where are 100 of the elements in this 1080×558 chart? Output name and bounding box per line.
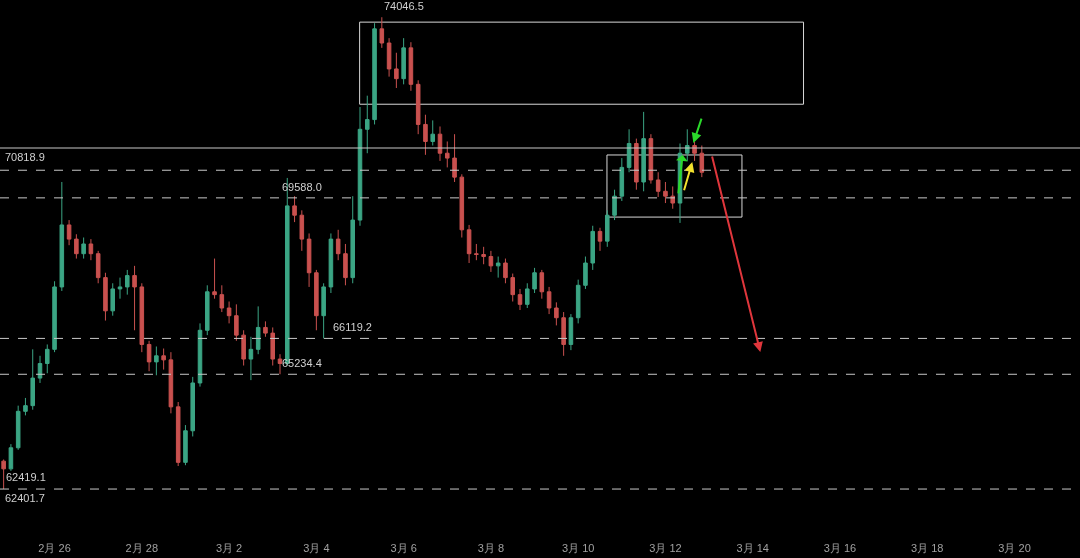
candlestick [495,256,501,279]
candlestick [328,232,334,294]
candlestick [321,282,326,339]
candlestick [364,95,370,154]
candlestick [139,282,145,353]
candlestick [204,284,210,336]
x-tick-label: 3月 4 [303,542,330,554]
candlestick [401,37,406,85]
candlestick [597,227,603,252]
candlestick [132,265,137,331]
candlestick [95,250,101,284]
candlestick [626,128,632,173]
candlestick [474,243,479,261]
candlestick [466,224,472,264]
candlestick [161,348,166,371]
candlestick [524,282,530,309]
candlestick [452,133,457,183]
ref-line-label: 62401.7 [5,492,45,504]
candlestick [234,303,239,342]
x-tick-label: 3月 10 [561,542,595,554]
candlestick [568,313,574,351]
candlestick [117,277,123,300]
candlestick [219,284,225,313]
candlestick [379,16,385,49]
candlestick [444,140,450,168]
x-tick-label: 3月 12 [649,542,682,554]
candlestick [1,459,6,490]
candlestick [270,326,276,367]
candlestick [699,145,705,178]
candlestick [532,267,537,294]
candlestick [175,401,181,467]
candlestick [641,111,646,192]
candlestick [386,37,392,78]
candlestick [59,181,65,292]
candlestick [66,219,72,246]
candlestick [190,376,196,437]
candlestick [15,405,21,451]
candlestick [52,280,57,353]
candlestick [212,258,217,300]
candlestick [423,114,428,156]
candlestick [481,246,486,265]
candlestick [103,272,108,322]
x-tick-label: 2月 26 [38,542,71,554]
candlestick [197,322,203,388]
candlestick [277,353,283,375]
candlestick [292,195,297,223]
candlestick [23,397,28,416]
x-tick-label: 3月 6 [390,542,417,554]
candlestick [663,181,668,204]
candlestick [510,273,516,303]
candlestick [8,443,14,472]
candlestick [546,286,552,315]
candlestick [372,22,377,125]
candlestick [81,237,86,260]
annotation: 66119.2 [333,321,372,333]
candlestick [655,171,661,198]
candlestick [561,311,566,357]
x-tick-label: 3月 20 [998,542,1031,554]
candlestick [583,256,588,290]
x-tick-label: 2月 28 [125,542,159,554]
candlestick [74,233,79,260]
candlestick [415,79,421,135]
candlestick [575,279,581,324]
candlestick [226,301,232,324]
candlestick [539,269,545,300]
candlestick [619,157,625,202]
candlestick [612,189,617,221]
x-tick-label: 3月 18 [911,542,944,554]
candlestick [248,336,254,381]
x-tick-label: 3月 14 [736,542,769,554]
candlestick [517,288,523,311]
candlestick [263,320,268,338]
candlestick [590,225,596,271]
x-tick-label: 3月 2 [215,542,243,554]
candlestick [37,355,43,384]
candlestick [604,209,610,248]
candlestick [394,52,399,89]
candlestick [241,329,246,367]
candlestick [30,348,36,411]
annotation: 74046.5 [384,0,424,12]
x-tick-label: 3月 16 [823,542,857,554]
candlestick [648,133,654,185]
candlestick [44,343,50,374]
candlestick [306,232,312,288]
annotation: 62419.1 [6,471,46,483]
candlestick [554,301,559,326]
candlestick [408,41,414,92]
candlestick [154,345,159,376]
annotation: 65234.4 [282,357,322,369]
candlestick [503,258,508,284]
candlestick [183,424,188,466]
candlestick [488,250,494,273]
candlestick [146,340,152,372]
candlestick [430,119,436,147]
candlestick [314,269,319,331]
candlestick [88,238,94,261]
candlestick [335,229,341,261]
candlestick [350,195,356,284]
candlestick [255,305,261,355]
candlestick [299,209,305,252]
